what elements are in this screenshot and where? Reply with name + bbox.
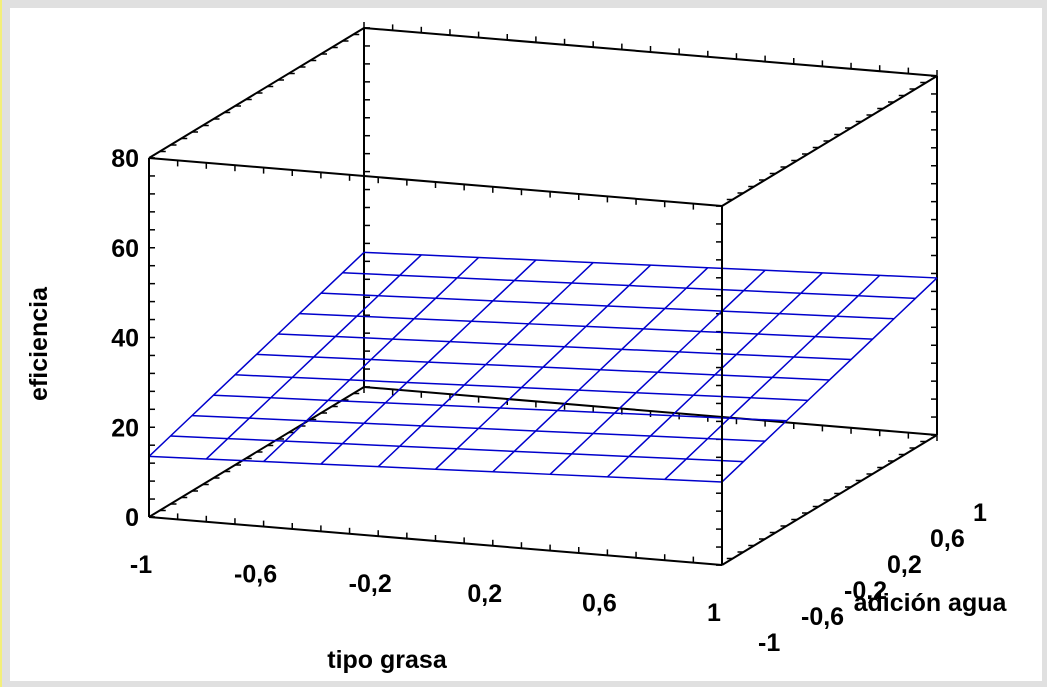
y-tick-label: 0,2	[887, 551, 922, 579]
mesh-line-y	[256, 353, 830, 381]
box-edge	[721, 434, 938, 566]
mesh-line-y	[277, 333, 852, 361]
x-tick-label: 0,2	[467, 580, 502, 608]
surface-mesh	[148, 251, 938, 483]
y-tick-label: -1	[758, 629, 780, 657]
y-tick-label: 1	[973, 499, 987, 527]
y-tick-label: -0,6	[801, 603, 844, 631]
mesh-line-y	[363, 251, 938, 279]
y-axis-label: adición agua	[854, 589, 1008, 617]
mesh-line-y	[299, 312, 873, 340]
z-tick-label: 0	[125, 504, 139, 532]
mesh-line-y	[191, 414, 766, 442]
z-tick-label: 40	[111, 325, 139, 353]
z-tick-label: 60	[111, 235, 139, 263]
z-tick-label: 80	[111, 145, 139, 173]
mesh-line-y	[213, 394, 787, 422]
y-tick-label: 0,6	[930, 525, 965, 553]
box-edge	[148, 516, 723, 566]
z-tick-label: 20	[111, 414, 139, 442]
x-tick-label: -0,2	[349, 570, 392, 598]
box-front-edges	[148, 158, 938, 566]
mesh-line-y	[320, 292, 895, 320]
mesh-line-y	[170, 435, 744, 463]
y-tick-label: -0,2	[844, 577, 887, 605]
x-axis-label: tipo grasa	[327, 646, 448, 674]
x-tick-label: 0,6	[582, 589, 617, 617]
mesh-line-y	[342, 272, 916, 300]
x-tick-label: -0,6	[234, 561, 277, 589]
z-axis-label: eficiencia	[25, 286, 53, 401]
x-tick-label: -1	[130, 551, 152, 579]
mesh-line-y	[148, 455, 723, 483]
mesh-line-y	[234, 374, 809, 402]
x-tick-label: 1	[707, 599, 721, 627]
